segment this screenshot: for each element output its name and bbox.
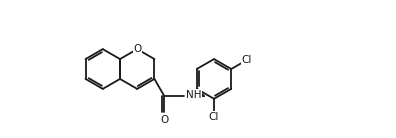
Text: NH: NH (186, 90, 201, 100)
Text: Cl: Cl (242, 55, 252, 65)
Text: O: O (160, 115, 168, 125)
Text: O: O (133, 44, 141, 54)
Text: Cl: Cl (209, 112, 219, 122)
